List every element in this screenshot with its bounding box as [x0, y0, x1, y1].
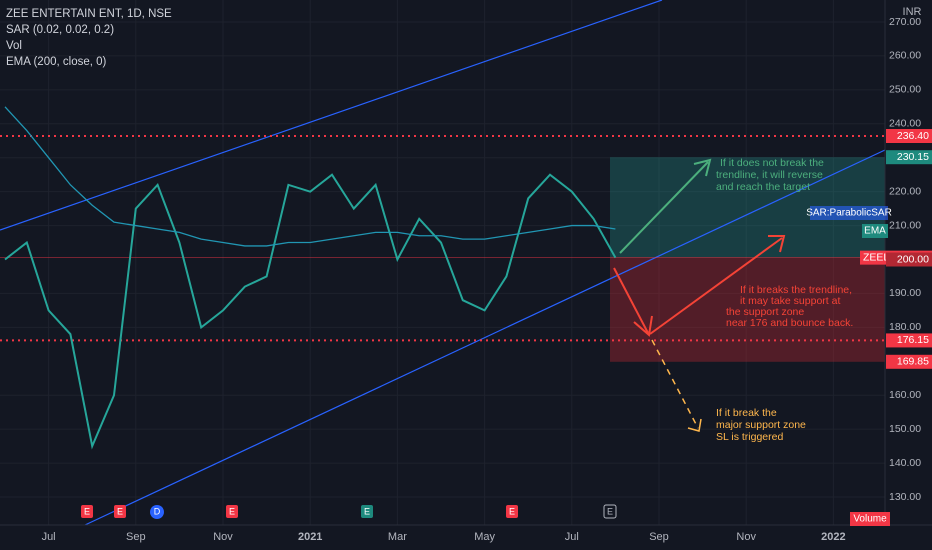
- levels: [0, 135, 885, 342]
- chart-title: ZEE ENTERTAIN ENT, 1D, NSE: [6, 8, 172, 20]
- series: [4, 106, 617, 450]
- y-tick-label: 150.00: [889, 423, 921, 435]
- y-tick-label: 190.00: [889, 287, 921, 299]
- price-tag: 169.85: [897, 356, 929, 368]
- annotation: If it breaks the trendline,: [740, 284, 852, 296]
- annotation-stop: If it break the major support zone SL is…: [716, 407, 806, 443]
- indicator: SAR (0.02, 0.02, 0.2): [6, 24, 114, 36]
- price-tag-bg: [886, 354, 932, 369]
- event: E: [117, 506, 123, 516]
- event-bg: [226, 505, 238, 518]
- event-bg: [150, 505, 164, 519]
- price-tag-bg: [886, 333, 932, 348]
- grid: [0, 0, 885, 525]
- event-bg: [81, 505, 93, 518]
- arrow-down: [613, 267, 649, 334]
- y-tick-label: 240.00: [889, 118, 921, 130]
- y-tick-label: 130.00: [889, 491, 921, 503]
- arrowhead: [768, 235, 786, 253]
- annotation: If it does not break the: [720, 157, 824, 169]
- arrows: [613, 158, 786, 432]
- event: E: [364, 506, 370, 516]
- event: E: [607, 506, 613, 516]
- event-bg: [506, 505, 518, 518]
- price-tag-bg: [886, 129, 932, 143]
- annotation: If it break the: [716, 407, 777, 419]
- event: E: [84, 506, 90, 516]
- currency: INR: [903, 6, 922, 18]
- event-bg: [603, 504, 617, 519]
- annotation: the support zone: [726, 306, 804, 318]
- x-tick-label: 2021: [298, 531, 322, 543]
- x-tick-label: Jul: [42, 531, 56, 543]
- y-tick-label: 160.00: [889, 389, 921, 401]
- event-bg: [361, 505, 373, 518]
- arrowhead: [633, 315, 653, 337]
- x-axis-panel: [0, 525, 932, 550]
- annotation-bullish: If it does not break the trendline, it w…: [716, 157, 824, 193]
- legend-tag-bg: [862, 224, 888, 238]
- arrowhead: [687, 418, 702, 432]
- legend-tag: SAR:ParabolicSAR: [806, 208, 892, 219]
- y-tick-label: 250.00: [889, 84, 921, 96]
- annotation: and reach the target: [716, 181, 810, 193]
- price-line: [4, 173, 617, 450]
- y-tick-label: 270.00: [889, 16, 921, 28]
- channel-lower: [84, 149, 886, 526]
- events: E E D E E E E: [81, 504, 617, 519]
- annotation: SL is triggered: [716, 431, 783, 443]
- x-tick-label: Sep: [649, 531, 669, 543]
- event: D: [154, 506, 161, 516]
- annotation: trendline, it will reverse: [716, 169, 823, 181]
- price-tag-name: ZEEL: [863, 251, 889, 263]
- arrow-up: [619, 161, 709, 254]
- y-tick-label: 260.00: [889, 50, 921, 62]
- y-tick-label: 180.00: [889, 321, 921, 333]
- x-tick-label: May: [474, 531, 495, 543]
- y-axis-panel: [885, 0, 932, 550]
- price-tag: 236.40: [897, 130, 929, 142]
- legend-tag: EMA: [864, 226, 886, 237]
- stop-zone: [610, 257, 885, 362]
- axis: 130.00 140.00 150.00 160.00 180.00 190.00 210.…: [42, 16, 932, 543]
- arrowhead: [693, 158, 712, 177]
- x-tick-label: 2022: [821, 531, 845, 543]
- volume-tag-bg: [850, 512, 890, 526]
- channel-upper: [0, 0, 663, 231]
- y-tick-label: 220.00: [889, 185, 921, 197]
- price-tag: 176.15: [897, 334, 929, 346]
- arrow-bounce: [649, 237, 783, 335]
- volume-tag: Volume: [853, 514, 887, 525]
- annotation-support: If it breaks the trendline, it may take …: [726, 284, 853, 329]
- annotation: it may take support at: [740, 295, 840, 307]
- x-tick-label: Mar: [388, 531, 407, 543]
- ema-line: [4, 106, 616, 247]
- event-bg: [114, 505, 126, 518]
- event: E: [509, 506, 515, 516]
- x-tick-label: Jul: [565, 531, 579, 543]
- y-tick-label: 210.00: [889, 219, 921, 231]
- arrow-sl: [651, 339, 699, 429]
- indicator: Vol: [6, 40, 22, 52]
- y-tick-label: 140.00: [889, 457, 921, 469]
- x-tick-label: Sep: [126, 531, 146, 543]
- annotation: near 176 and bounce back.: [726, 317, 853, 329]
- price-tag: 230.15: [897, 151, 929, 163]
- event: E: [229, 506, 235, 516]
- x-tick-label: Nov: [213, 531, 233, 543]
- price-tag-bg: [886, 252, 932, 267]
- indicator: EMA (200, close, 0): [6, 56, 107, 68]
- annotation: major support zone: [716, 419, 806, 431]
- x-tick-label: Nov: [736, 531, 756, 543]
- legend-tag-bg: [810, 206, 888, 220]
- price-tag-bg: [886, 150, 932, 165]
- price-tag: 200.00: [897, 253, 929, 265]
